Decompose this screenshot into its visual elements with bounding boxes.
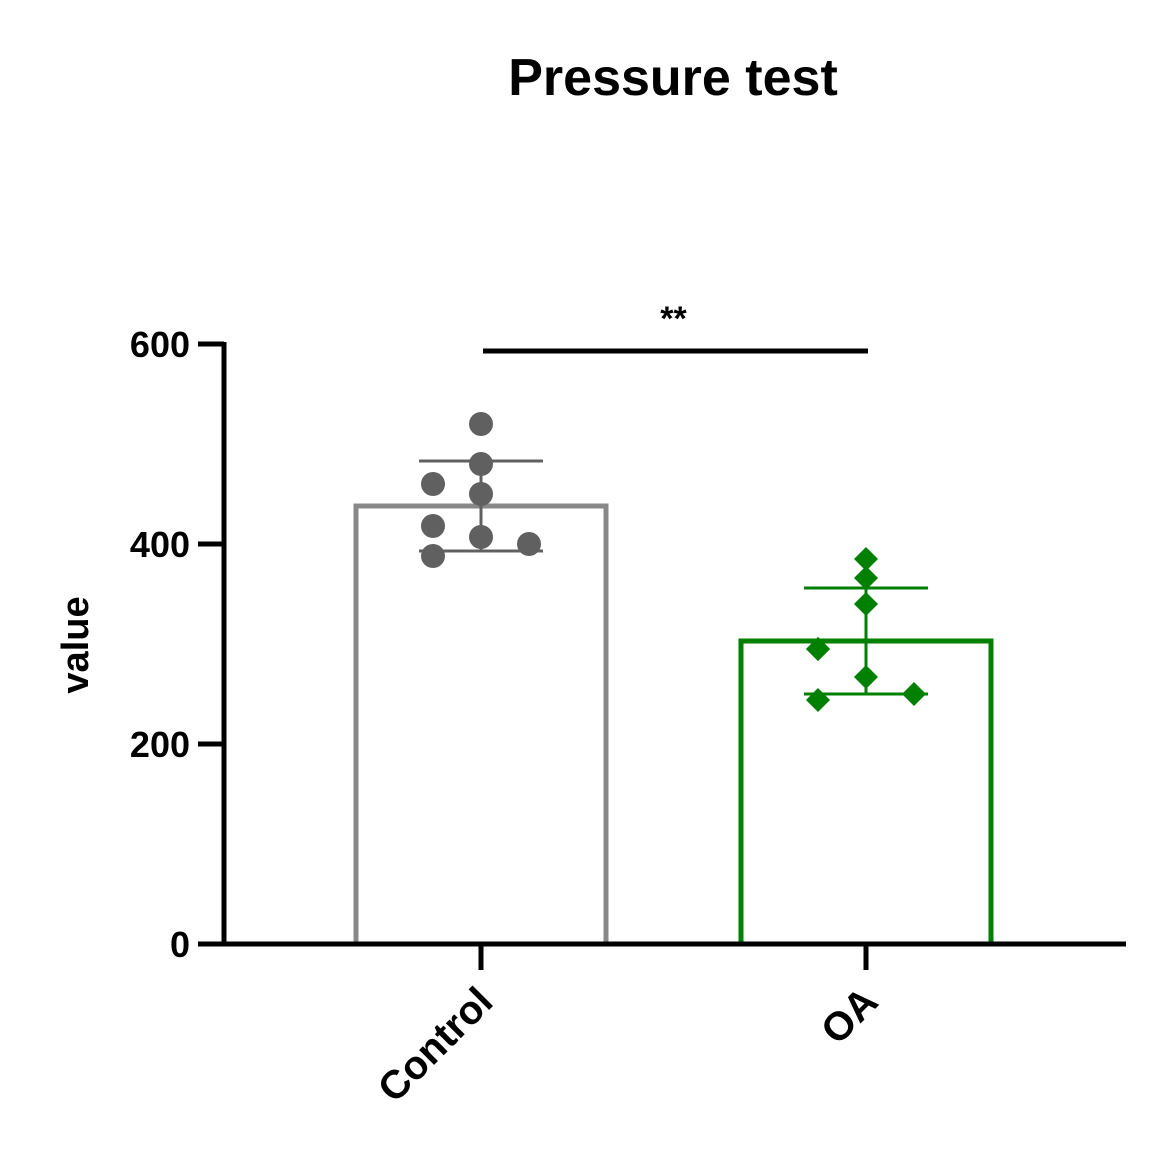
data-point	[854, 566, 878, 590]
x-tick-label: Control	[370, 979, 502, 1111]
data-point	[421, 544, 445, 568]
y-tick-label: 200	[130, 724, 190, 765]
data-point	[854, 665, 878, 689]
data-point	[902, 682, 926, 706]
data-point	[421, 514, 445, 538]
data-point	[854, 547, 878, 571]
y-axis-ticks: 0 200 400 600	[130, 324, 224, 965]
data-point	[421, 472, 445, 496]
significance-label: **	[660, 300, 687, 338]
y-tick-label: 600	[130, 324, 190, 365]
x-tick-label: OA	[813, 979, 887, 1053]
y-tick-label: 0	[170, 924, 190, 965]
data-point	[469, 482, 493, 506]
data-point	[517, 532, 541, 556]
y-axis-label: value	[55, 596, 97, 693]
bar-Control	[353, 503, 609, 947]
plot-area	[353, 412, 994, 947]
y-tick-label: 400	[130, 524, 190, 565]
data-point	[469, 525, 493, 549]
data-point	[806, 637, 830, 661]
x-axis-ticks: Control OA	[370, 944, 887, 1111]
data-point	[469, 452, 493, 476]
data-point	[469, 412, 493, 436]
chart-title: Pressure test	[508, 49, 838, 107]
data-point	[806, 688, 830, 712]
data-point	[854, 592, 878, 616]
significance-annotation: **	[483, 300, 868, 354]
